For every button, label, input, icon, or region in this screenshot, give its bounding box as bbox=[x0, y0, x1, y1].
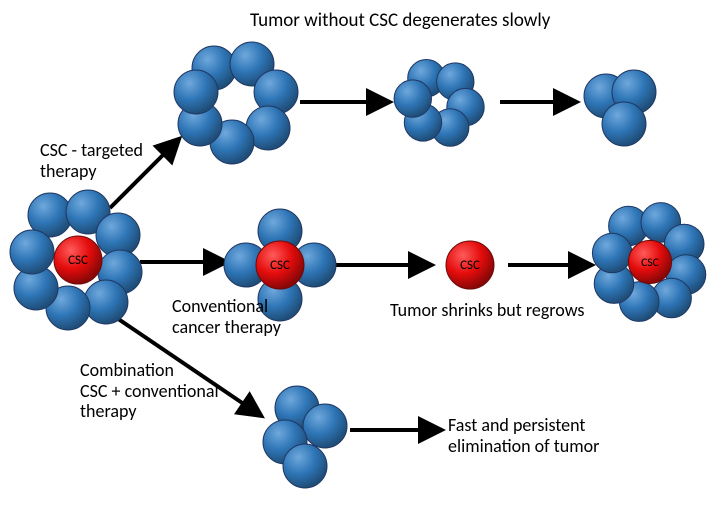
cluster-origin: CSC bbox=[10, 190, 142, 330]
label-l_shrink: Tumor shrinks but regrows bbox=[390, 300, 584, 321]
label-l_fast: Fast and persistent elimination of tumor bbox=[448, 415, 599, 456]
cluster-mid_c: CSC bbox=[592, 203, 705, 322]
diagram-stage: CSC CSC CSC CSC Tumor without CSC degenerat… bbox=[0, 0, 725, 506]
label-l_csc_targeted: CSC - targeted therapy bbox=[40, 140, 143, 181]
csc-label: CSC bbox=[460, 258, 480, 273]
label-l_conventional: Conventional cancer therapy bbox=[172, 296, 281, 337]
csc-sphere bbox=[628, 240, 671, 283]
cluster-mid_b: CSC bbox=[446, 241, 494, 289]
csc-sphere bbox=[256, 241, 304, 289]
csc-label: CSC bbox=[270, 258, 290, 273]
cluster-top_b bbox=[394, 59, 484, 146]
label-l_combo: Combination CSC + conventional therapy bbox=[80, 360, 219, 422]
diagram-svg: CSC CSC CSC CSC bbox=[0, 0, 725, 506]
csc-label: CSC bbox=[641, 256, 659, 270]
cluster-top_a bbox=[174, 42, 298, 164]
cluster-bot_a bbox=[263, 386, 347, 488]
csc-label: CSC bbox=[68, 253, 88, 268]
csc-sphere bbox=[446, 241, 494, 289]
label-l_top_title: Tumor without CSC degenerates slowly bbox=[250, 10, 550, 32]
cluster-top_c bbox=[584, 70, 656, 146]
csc-sphere bbox=[54, 236, 102, 284]
